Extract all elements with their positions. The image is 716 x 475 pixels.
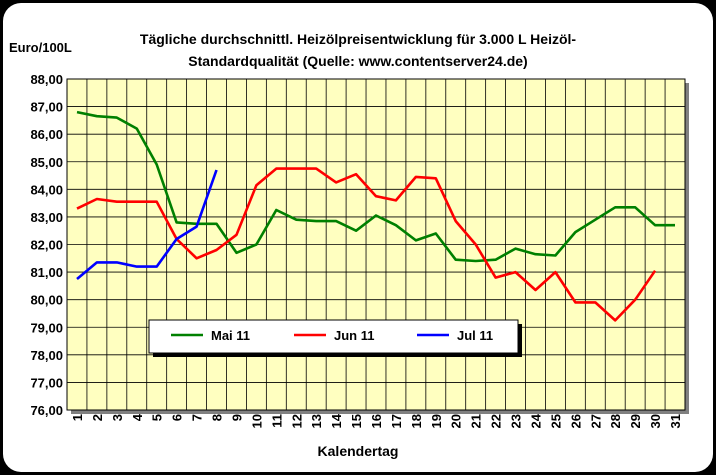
x-tick-label: 1: [70, 414, 85, 421]
x-tick-label: 24: [528, 413, 543, 428]
x-tick-label: 7: [190, 414, 205, 421]
x-tick-label: 14: [329, 413, 344, 428]
x-tick-label: 21: [469, 414, 484, 428]
x-tick-label: 17: [389, 414, 404, 428]
series-line-jun-11: [76, 167, 657, 322]
legend-box: [148, 319, 519, 354]
x-tick-label: 12: [289, 414, 304, 428]
y-axis-label: Euro/100L: [9, 40, 72, 55]
y-tick-label: 85,00: [30, 155, 63, 170]
y-tick-label: 87,00: [30, 100, 63, 115]
y-tick-label: 76,00: [30, 403, 63, 418]
y-tick-label: 80,00: [30, 293, 63, 308]
x-tick-label: 22: [489, 414, 504, 428]
x-tick-label: 6: [170, 414, 185, 421]
x-tick-label: 15: [349, 414, 364, 428]
x-tick-label: 28: [608, 414, 623, 428]
x-tick-label: 4: [130, 413, 145, 421]
x-tick-label: 30: [648, 414, 663, 428]
x-tick-labels: 1 2 3 4 5 6 7 8 9 10 11 12 13 14 15 16 17 18 19 20 21 22 23 24 2…: [70, 413, 683, 428]
x-tick-label: 18: [409, 414, 424, 428]
x-tick-label: 20: [449, 414, 464, 428]
x-tick-label: 10: [249, 414, 264, 428]
x-tick-label: 3: [110, 414, 125, 421]
series-line-jul-11: [76, 169, 218, 280]
legend-label: Jul 11: [457, 328, 493, 343]
chart-title: Tägliche durchschnittl. Heizölpreisentwi…: [139, 31, 577, 47]
y-tick-label: 82,00: [30, 238, 63, 253]
chart-subtitle: Standardqualität (Quelle: www.contentser…: [188, 53, 528, 69]
x-tick-label: 31: [668, 414, 683, 428]
x-tick-label: 26: [568, 414, 583, 428]
x-tick-label: 16: [369, 414, 384, 428]
x-tick-label: 23: [509, 414, 524, 428]
y-tick-label: 84,00: [30, 182, 63, 197]
x-tick-label: 19: [429, 414, 444, 428]
legend-label: Jun 11: [334, 328, 374, 343]
legend-label: Mai 11: [211, 328, 250, 343]
y-tick-label: 77,00: [30, 375, 63, 390]
y-tick-label: 88,00: [30, 72, 63, 87]
y-tick-label: 86,00: [30, 127, 63, 142]
y-tick-label: 81,00: [30, 265, 63, 280]
x-tick-label: 25: [548, 414, 563, 428]
y-tick-label: 79,00: [30, 320, 63, 335]
y-tick-label: 83,00: [30, 210, 63, 225]
x-tick-label: 8: [210, 414, 225, 421]
x-axis-label: Kalendertag: [317, 443, 399, 459]
x-tick-label: 11: [269, 414, 284, 428]
y-tick-label: 78,00: [30, 348, 63, 363]
x-tick-label: 2: [90, 414, 105, 421]
series-line-mai-11: [76, 110, 675, 263]
x-tick-label: 29: [628, 414, 643, 428]
x-tick-label: 9: [229, 414, 244, 421]
legend: Mai 11 Jun 11 Jul 11: [148, 319, 519, 354]
x-tick-label: 13: [309, 414, 324, 428]
x-tick-label: 27: [588, 414, 603, 428]
x-tick-label: 5: [150, 414, 165, 421]
y-tick-labels: 76,00 77,00 78,00 79,00 80,00 81,00 82,00 83,00…: [30, 72, 63, 418]
